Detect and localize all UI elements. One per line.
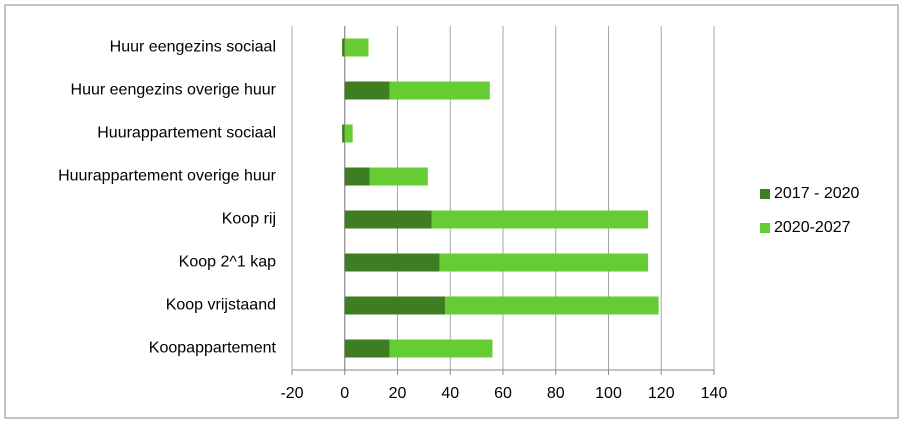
bar bbox=[439, 253, 649, 272]
y-tick-label: Huur eengezins overige huur bbox=[71, 82, 277, 99]
bar bbox=[342, 124, 345, 143]
bar bbox=[344, 167, 370, 186]
x-tick-label: 20 bbox=[389, 385, 407, 402]
bar bbox=[344, 124, 353, 143]
legend-label: 2020-2027 bbox=[774, 219, 851, 236]
bar bbox=[344, 210, 432, 229]
bar bbox=[389, 81, 490, 100]
x-tick-label: 140 bbox=[701, 385, 728, 402]
y-tick-label: Koop rij bbox=[222, 211, 276, 228]
y-tick-label: Koop vrijstaand bbox=[166, 297, 276, 314]
legend-label: 2017 - 2020 bbox=[774, 185, 860, 202]
y-tick-label: Koopappartement bbox=[149, 340, 277, 357]
y-tick-label: Huurappartement overige huur bbox=[58, 168, 277, 185]
bar bbox=[342, 38, 345, 57]
bar bbox=[344, 38, 369, 57]
x-tick-label: 100 bbox=[595, 385, 622, 402]
bar bbox=[389, 339, 493, 358]
bar bbox=[344, 253, 440, 272]
legend-swatch bbox=[760, 189, 770, 199]
y-tick-label: Huur eengezins sociaal bbox=[110, 39, 276, 56]
x-tick-label: 80 bbox=[547, 385, 565, 402]
x-tick-label: 40 bbox=[441, 385, 459, 402]
bar bbox=[431, 210, 649, 229]
y-tick-label: Huurappartement sociaal bbox=[97, 125, 276, 142]
bar bbox=[344, 81, 390, 100]
x-tick-label: 60 bbox=[494, 385, 512, 402]
bar bbox=[444, 296, 659, 315]
bar bbox=[369, 167, 428, 186]
bar bbox=[344, 339, 390, 358]
bar bbox=[344, 296, 445, 315]
x-tick-label: 0 bbox=[340, 385, 349, 402]
y-tick-label: Koop 2^1 kap bbox=[179, 254, 276, 271]
legend-swatch bbox=[760, 223, 770, 233]
x-tick-label: 120 bbox=[648, 385, 675, 402]
x-tick-label: -20 bbox=[280, 385, 303, 402]
